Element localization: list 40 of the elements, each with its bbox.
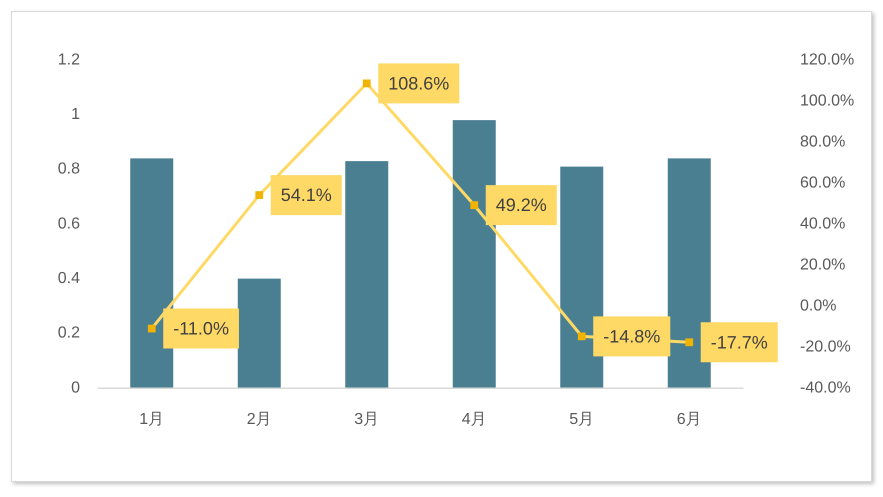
bar [345, 161, 388, 388]
y2-tick-label: -40.0% [800, 379, 851, 396]
x-tick-label: 6月 [676, 411, 702, 428]
y-tick-label: 0 [71, 379, 80, 396]
bar [130, 158, 174, 388]
x-tick-label: 5月 [569, 411, 594, 428]
point [362, 79, 371, 88]
x-tick-label: 4月 [462, 411, 487, 428]
data-label: -11.0% [173, 318, 229, 339]
bar [560, 166, 604, 388]
y-tick-label: 1.2 [58, 51, 80, 68]
y2-tick-label: 40.0% [800, 215, 846, 232]
data-label: 49.2% [496, 195, 547, 216]
bar [238, 278, 281, 388]
point [470, 201, 478, 210]
y2-tick-label: 20.0% [800, 256, 846, 274]
data-label: 108.6% [388, 73, 450, 94]
y-tick-label: 0.2 [58, 324, 80, 342]
data-label: 54.1% [280, 185, 332, 206]
x-tick-label: 1月 [139, 411, 164, 428]
bar [452, 120, 496, 388]
y2-tick-label: 80.0% [800, 133, 846, 150]
y2-tick-label: 0.0% [800, 297, 836, 314]
data-label: -14.8% [603, 326, 660, 346]
y2-tick-label: -20.0% [800, 338, 851, 356]
bar [668, 158, 711, 388]
data-label: -17.7% [710, 332, 768, 352]
y-tick-label: 0.4 [58, 270, 80, 288]
y2-tick-label: 120.0% [800, 51, 854, 68]
point [685, 338, 694, 346]
x-tick-label: 2月 [246, 411, 272, 428]
point [148, 324, 156, 332]
point [255, 191, 264, 199]
y-tick-label: 1 [71, 106, 80, 124]
y-tick-label: 0.8 [58, 160, 80, 178]
x-tick-label: 3月 [354, 411, 380, 428]
point [578, 332, 586, 340]
y2-tick-label: 60.0% [800, 174, 846, 192]
y-tick-label: 0.6 [58, 215, 80, 232]
y2-tick-label: 100.0% [800, 92, 854, 110]
